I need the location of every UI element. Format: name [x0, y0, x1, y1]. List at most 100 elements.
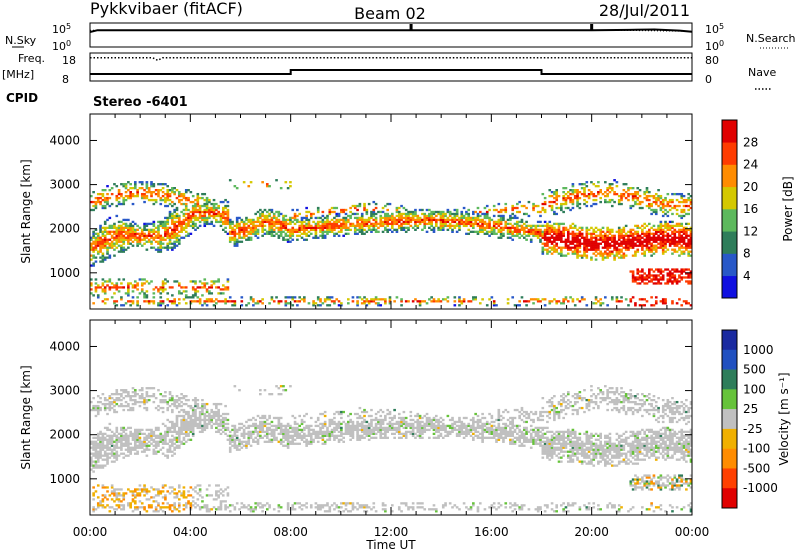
power-cell-1611	[342, 226, 345, 230]
power-cell-1764	[377, 304, 380, 307]
power-cell-3332	[659, 246, 663, 249]
power-cell-1592	[337, 234, 341, 237]
power-cell-2923	[610, 250, 614, 253]
power-cell-3645	[689, 194, 693, 198]
power-cell-1739	[372, 300, 376, 303]
vel-cell-703	[171, 438, 174, 441]
power-cell-609	[161, 198, 165, 202]
power-cell-3638	[689, 230, 693, 233]
vel-cell-64	[96, 456, 100, 459]
power-cell-793	[182, 208, 186, 212]
vel-cell-1015	[212, 414, 216, 418]
power-cell-1194	[252, 298, 255, 301]
power-cell-2007	[439, 210, 443, 214]
power-cell-2392	[536, 220, 540, 224]
power-cell-3451	[671, 248, 674, 251]
power-cell-393	[133, 228, 137, 231]
power-cell-1453	[305, 206, 308, 210]
power-cell-1963	[430, 300, 433, 303]
power-cell-169	[108, 280, 112, 283]
power-cell-1387	[291, 230, 295, 233]
vel-cell-361	[127, 393, 130, 396]
vel-cell-983	[205, 426, 209, 430]
power-cell-2653	[573, 246, 577, 249]
power-cell-419	[138, 292, 142, 295]
power-cell-2511	[555, 244, 559, 247]
power-cell-116	[101, 194, 105, 198]
power-cell-131	[103, 240, 107, 243]
power-cell-3616	[687, 208, 690, 212]
power-cell-1874	[404, 300, 408, 303]
vel-cell-470	[140, 446, 144, 449]
vel-cell-489	[143, 450, 146, 453]
power-cell-3459	[671, 224, 674, 228]
vel-cell-853	[187, 426, 190, 430]
power-cell-3565	[682, 232, 686, 235]
power-cell-4	[90, 278, 93, 281]
power-cell-2175	[485, 304, 489, 307]
power-cell-2707	[580, 298, 584, 301]
power-cell-3074	[631, 240, 635, 243]
power-cell-1973	[430, 210, 433, 214]
vel-cell-205	[110, 438, 114, 441]
power-cell-797	[182, 192, 186, 196]
vel-cell-1105	[228, 450, 232, 453]
power-cell-472	[145, 248, 149, 251]
power-cell-713	[173, 230, 176, 233]
power-cell-144	[103, 196, 107, 200]
power-cell-2780	[590, 234, 593, 237]
power-cell-2914	[608, 200, 612, 204]
power-cell-522	[152, 246, 156, 249]
power-cell-2156	[478, 210, 482, 214]
power-cell-619	[164, 234, 167, 237]
power-cell-2572	[562, 210, 565, 214]
vel-cell-1075	[221, 420, 225, 424]
power-cell-3093	[634, 250, 637, 253]
power-cell-608	[161, 220, 165, 224]
vel-cell-752	[175, 418, 179, 422]
vel-cell-30	[92, 436, 95, 439]
power-cell-1246	[263, 228, 267, 231]
power-cell-3235	[648, 190, 651, 194]
power-cell-2578	[562, 187, 565, 190]
power-cell-1772	[379, 298, 383, 301]
vel-cell-1006	[210, 418, 214, 422]
vel-cell-714	[171, 396, 174, 400]
power-cell-440	[140, 228, 144, 231]
power-cell-128	[103, 246, 107, 249]
vel-cell-643	[164, 454, 167, 457]
power-cell-348	[129, 282, 132, 285]
power-cell-2538	[557, 226, 561, 230]
vel-cell-46	[94, 446, 98, 449]
power-cell-2029	[446, 224, 450, 228]
power-cell-2924	[610, 244, 614, 247]
vel-cell-596	[157, 440, 160, 443]
power-cell-2523	[555, 198, 559, 202]
power-cell-1978	[432, 226, 436, 230]
power-cell-527	[152, 228, 156, 231]
power-cell-1092	[228, 220, 232, 224]
power-cell-607	[161, 222, 165, 226]
power-cell-259	[117, 189, 121, 192]
power-cell-643	[166, 234, 170, 237]
vel-cell-1168	[242, 436, 246, 439]
power-cell-3430	[668, 242, 672, 245]
power-cell-245	[117, 238, 121, 241]
power-cell-87	[99, 226, 102, 230]
power-cell-2509	[555, 250, 559, 253]
power-cell-2496	[553, 232, 556, 235]
power-cell-2735	[583, 190, 586, 194]
power-cell-988	[210, 206, 214, 210]
vel-cell-1101	[226, 418, 230, 422]
vel-cell-954	[201, 424, 204, 428]
power-cell-2344	[525, 226, 528, 230]
power-cell-2001	[439, 222, 443, 226]
vel-cell-928	[196, 404, 200, 408]
power-cell-2782	[590, 226, 593, 230]
vel-cell-939	[198, 424, 202, 428]
power-cell-355	[129, 228, 132, 231]
power-cell-2771	[590, 258, 593, 261]
vel-cell-802	[182, 508, 186, 511]
power-cell-1356	[284, 181, 288, 184]
vel-cell-88	[99, 454, 102, 457]
